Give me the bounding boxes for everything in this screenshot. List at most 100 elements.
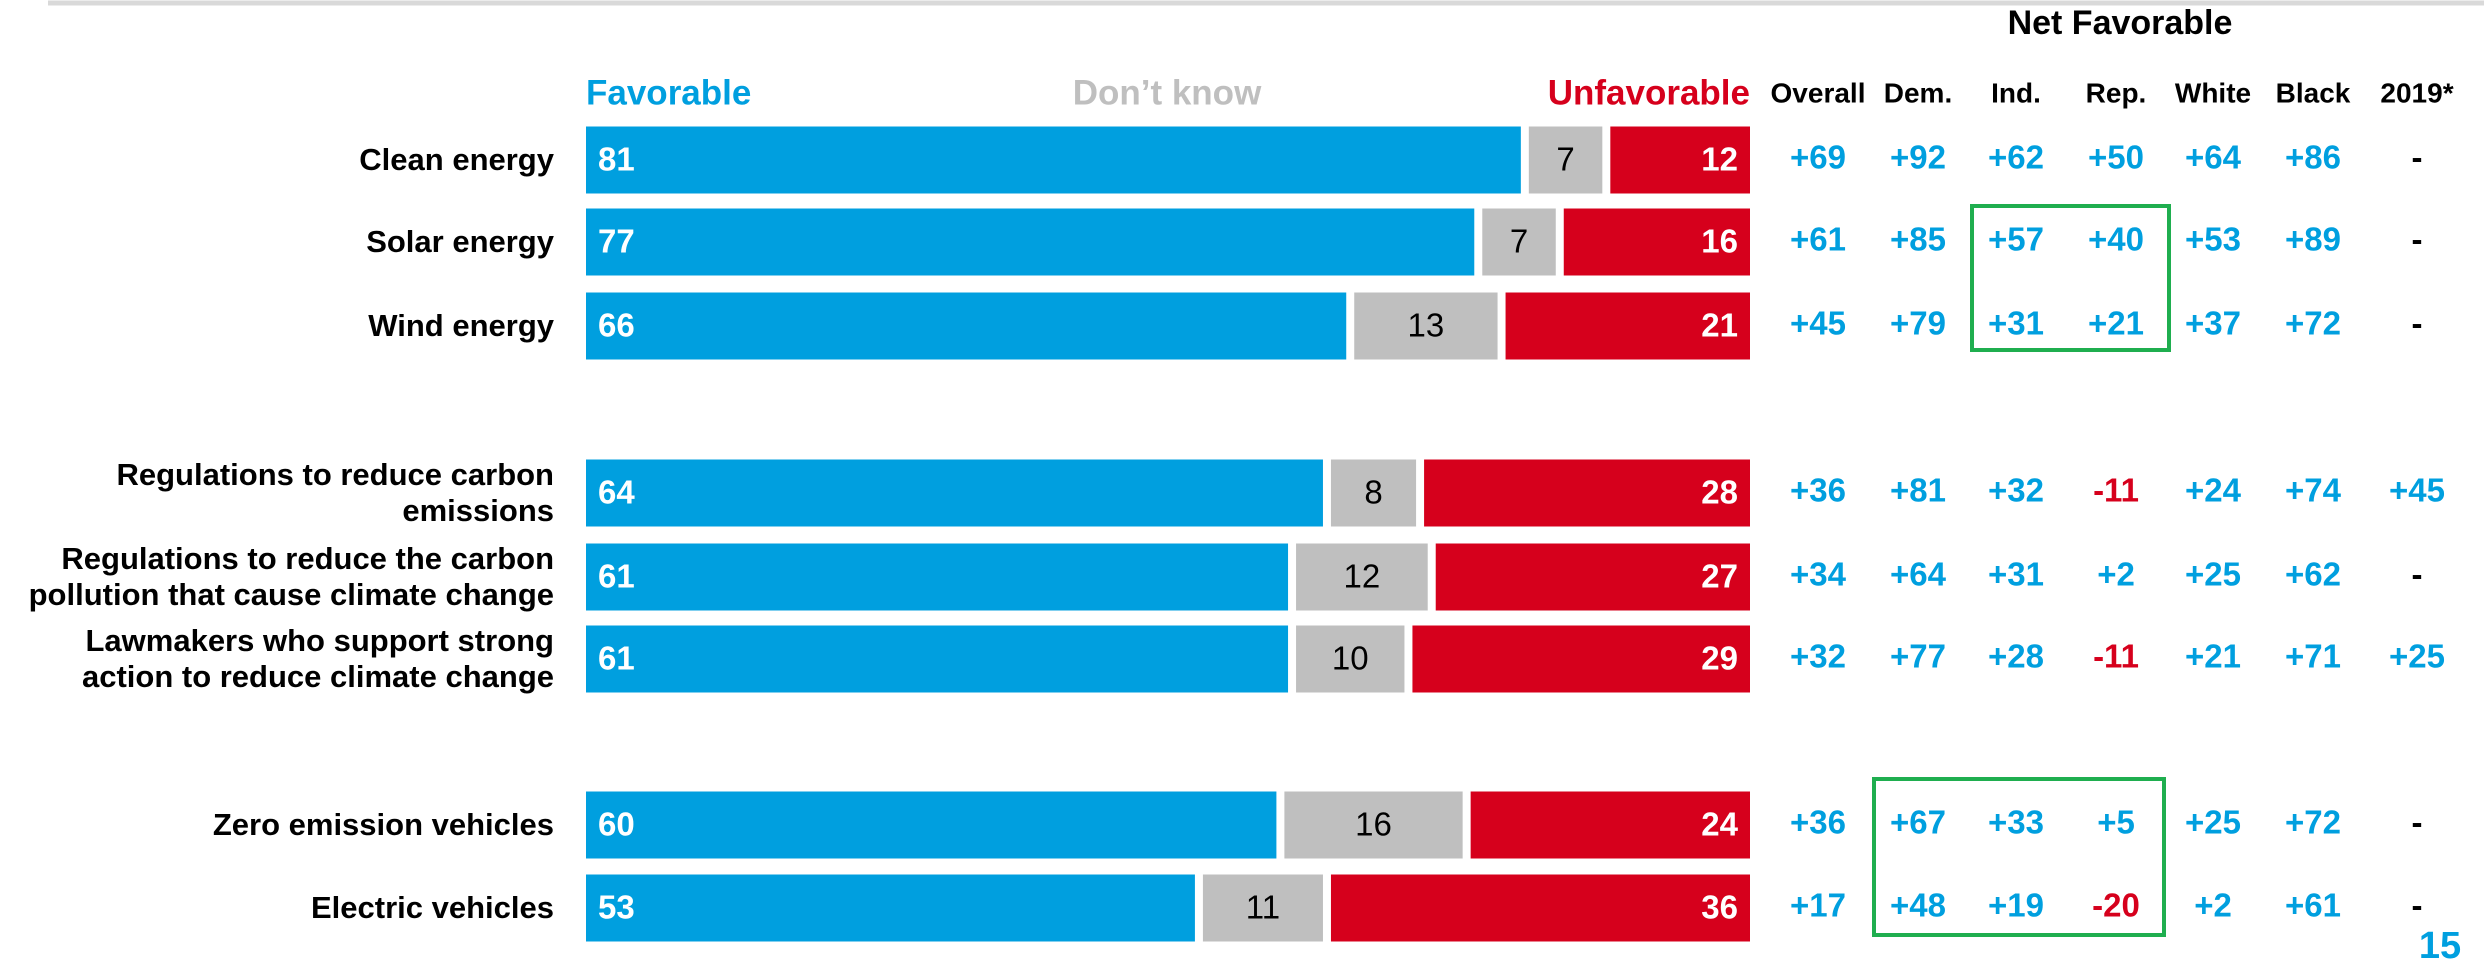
bar-segment [1330,874,1750,942]
value-label: 61 [598,558,635,595]
table-cell: +25 [2185,804,2241,841]
table-cell: +50 [2088,139,2144,176]
legend-label: Don’t know [1073,73,1262,112]
bar-segment [586,126,1521,194]
table-cell: +64 [1890,556,1947,593]
value-label: 13 [1408,307,1445,344]
table-cell: +40 [2088,221,2144,258]
value-label: 16 [1355,806,1392,843]
value-label: 66 [598,307,635,344]
bar-segment [1330,459,1417,527]
column-header: Overall [1771,77,1866,108]
value-label: 28 [1701,474,1738,511]
bar-segment [1470,791,1750,859]
table-cell: -20 [2092,887,2140,924]
bar-segment [586,459,1323,527]
value-label: 11 [1246,889,1280,926]
bar-segment [586,543,1289,611]
value-label: 16 [1701,223,1738,260]
bar-segment [1284,791,1463,859]
value-label: 64 [598,474,635,511]
category-label: Solar energy [366,224,554,259]
bar-segment [1424,459,1750,527]
category-label: Regulations to reduce carbon emissions [116,457,554,528]
bar-segment [1202,874,1323,942]
table-cell: +17 [1790,887,1846,924]
bar-segment [1610,126,1750,194]
bar-segment [1296,543,1428,611]
table-cell: +19 [1988,887,2044,924]
table-cell: +77 [1890,638,1946,675]
table-cell: +45 [2389,472,2445,509]
value-label: 77 [598,223,635,260]
table-cell: +32 [1988,472,2044,509]
category-label: Regulations to reduce the carbon polluti… [28,541,554,612]
bar-segment [1435,543,1750,611]
category-label: Wind energy [368,308,554,343]
column-header: White [2175,77,2251,108]
table-cell: - [2412,221,2423,258]
table-cell: +81 [1890,472,1946,509]
value-label: 36 [1701,889,1738,926]
table-cell: +72 [2285,804,2341,841]
table-cell: +89 [2285,221,2341,258]
category-label: Electric vehicles [311,890,554,925]
table-cell: +37 [2185,305,2241,342]
bar-segment [1563,208,1750,276]
value-label: 24 [1701,806,1738,843]
table-cell: +64 [2185,139,2242,176]
value-label: 27 [1701,558,1738,595]
table-cell: +45 [1790,305,1846,342]
table-cell: +21 [2185,638,2241,675]
bar-segment [586,292,1347,360]
table-cell: +53 [2185,221,2241,258]
bar-segment [1482,208,1556,276]
table-cell: +61 [1790,221,1846,258]
highlight-box [1872,777,2166,937]
table-cell: +71 [2285,638,2341,675]
table-cell: - [2412,887,2423,924]
table-cell: -11 [2093,638,2139,675]
bar-segment [1296,625,1405,693]
table-title: Net Favorable [2008,4,2233,42]
table-cell: +31 [1988,305,2044,342]
bar-segment [586,791,1277,859]
table-cell: +92 [1890,139,1946,176]
table-cell: +25 [2389,638,2445,675]
table-cell: - [2412,305,2423,342]
table-cell: - [2412,556,2423,593]
category-label: Zero emission vehicles [212,807,554,842]
bar-segment [1412,625,1750,693]
value-label: 12 [1344,558,1381,595]
column-header: Dem. [1884,77,1952,108]
table-cell: +34 [1790,556,1847,593]
table-cell: -11 [2093,472,2139,509]
table-cell: +61 [2285,887,2341,924]
table-cell: +24 [2185,472,2242,509]
table-cell: +21 [2088,305,2144,342]
page-number: 15 [2419,925,2461,967]
table-cell: +36 [1790,472,1846,509]
value-label: 10 [1332,640,1369,677]
value-label: 81 [598,141,635,178]
table-cell: +69 [1790,139,1846,176]
value-label: 8 [1364,474,1382,511]
table-cell: +28 [1988,638,2044,675]
table-cell: +32 [1790,638,1846,675]
value-label: 61 [598,640,635,677]
table-cell: +31 [1988,556,2044,593]
bar-segment [586,208,1475,276]
table-cell: +57 [1988,221,2044,258]
bar-segment [1528,126,1603,194]
table-cell: +79 [1890,305,1946,342]
column-header: Ind. [1991,77,2041,108]
category-label: Lawmakers who support strong action to r… [81,623,554,694]
table-cell: +36 [1790,804,1846,841]
value-label: 60 [598,806,635,843]
table-cell: +86 [2285,139,2341,176]
table-cell: +85 [1890,221,1946,258]
table-cell: +62 [2285,556,2341,593]
bar-segment [586,874,1195,942]
